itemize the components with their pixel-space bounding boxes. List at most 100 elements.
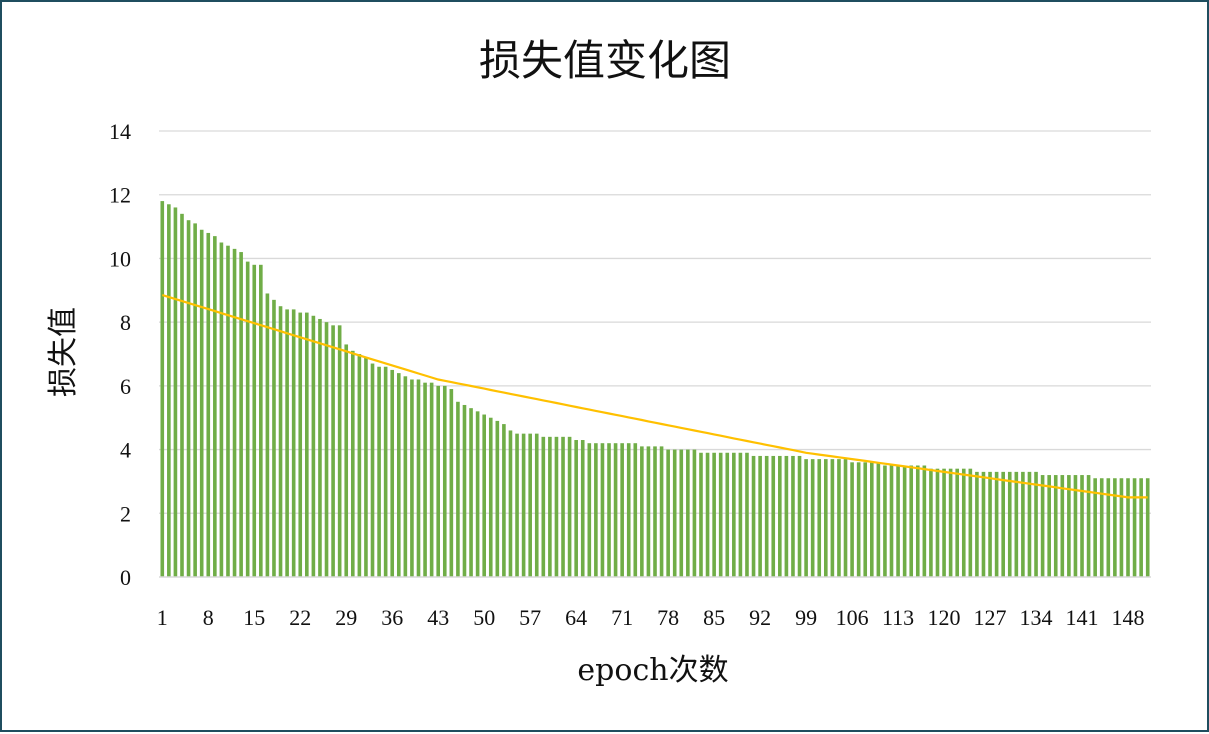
bar — [403, 376, 408, 577]
bar — [922, 465, 927, 577]
x-tick-label: 43 — [427, 605, 449, 630]
bar — [646, 446, 651, 577]
x-tick-label: 8 — [203, 605, 214, 630]
bar — [850, 462, 854, 577]
bar — [732, 452, 736, 577]
bar — [245, 261, 250, 577]
bar — [686, 449, 690, 577]
bar — [252, 264, 257, 577]
bar — [1007, 471, 1012, 577]
bar — [1086, 475, 1091, 577]
x-tick-label: 78 — [657, 605, 679, 630]
y-tick-label: 10 — [109, 246, 131, 271]
bar — [180, 213, 184, 578]
bar — [797, 455, 802, 577]
bar — [272, 299, 276, 577]
chart-title: 损失值变化图 — [479, 36, 731, 85]
bar — [988, 471, 992, 577]
bar — [515, 433, 519, 577]
bar — [1119, 478, 1124, 577]
bar — [554, 436, 559, 577]
bar — [442, 385, 447, 577]
bar — [370, 363, 375, 577]
bar — [824, 459, 828, 577]
bar — [206, 232, 211, 577]
bar — [350, 350, 355, 577]
x-tick-label: 57 — [519, 605, 541, 630]
bar — [416, 379, 421, 577]
y-tick-label: 6 — [120, 374, 131, 399]
bar — [784, 455, 789, 577]
bar — [278, 306, 283, 577]
x-tick-label: 1 — [157, 605, 168, 630]
bar — [975, 471, 979, 577]
bar — [764, 455, 769, 577]
bar — [955, 468, 960, 577]
bar — [502, 424, 506, 577]
bar — [594, 443, 598, 577]
bar — [613, 443, 618, 577]
bar — [994, 471, 999, 577]
bar — [410, 379, 414, 577]
bar — [199, 229, 204, 577]
x-tick-label: 99 — [795, 605, 817, 630]
x-tick-label: 85 — [703, 605, 725, 630]
bar — [929, 468, 933, 577]
bar — [396, 373, 401, 577]
bar — [1132, 478, 1137, 577]
bar — [528, 433, 532, 577]
bar — [423, 382, 427, 577]
bar — [692, 449, 697, 577]
bar — [705, 452, 710, 577]
bar — [193, 223, 197, 577]
bar — [856, 462, 861, 577]
bar — [1145, 478, 1150, 577]
bar — [462, 404, 467, 577]
bar — [390, 369, 395, 577]
bar — [488, 417, 493, 577]
x-tick-label: 134 — [1020, 605, 1053, 630]
bar — [1034, 471, 1038, 577]
bar — [1060, 475, 1065, 577]
bar — [567, 436, 572, 577]
bar — [876, 462, 881, 577]
bar — [810, 459, 815, 577]
bar — [377, 366, 381, 577]
bar — [942, 468, 946, 577]
bar-series — [160, 201, 1150, 578]
bar — [1047, 475, 1051, 577]
x-tick-label: 15 — [243, 605, 265, 630]
bar — [259, 264, 263, 577]
bar — [311, 315, 316, 577]
bar — [1099, 478, 1104, 577]
bar — [186, 220, 191, 577]
bar — [679, 449, 684, 577]
bar — [909, 465, 914, 577]
bar — [160, 201, 165, 578]
x-tick-label: 113 — [882, 605, 914, 630]
y-tick-label: 0 — [120, 565, 131, 590]
bar — [574, 440, 578, 577]
bar — [883, 465, 887, 577]
bar — [469, 408, 473, 577]
bar — [778, 455, 782, 577]
bar — [364, 357, 368, 577]
bar — [620, 443, 624, 577]
y-axis-label: 损失值 — [46, 307, 81, 397]
bar — [429, 382, 434, 577]
bar — [436, 385, 441, 577]
bar — [1053, 475, 1058, 577]
trendline — [161, 294, 1148, 499]
bar — [633, 443, 638, 577]
bar — [1080, 475, 1084, 577]
bar — [1040, 475, 1045, 577]
bar — [344, 344, 349, 577]
bar — [219, 242, 224, 577]
bar — [482, 414, 486, 577]
bar — [600, 443, 605, 577]
bar — [521, 433, 526, 577]
bar — [626, 443, 631, 577]
bar — [226, 245, 230, 577]
bar — [1067, 475, 1071, 577]
